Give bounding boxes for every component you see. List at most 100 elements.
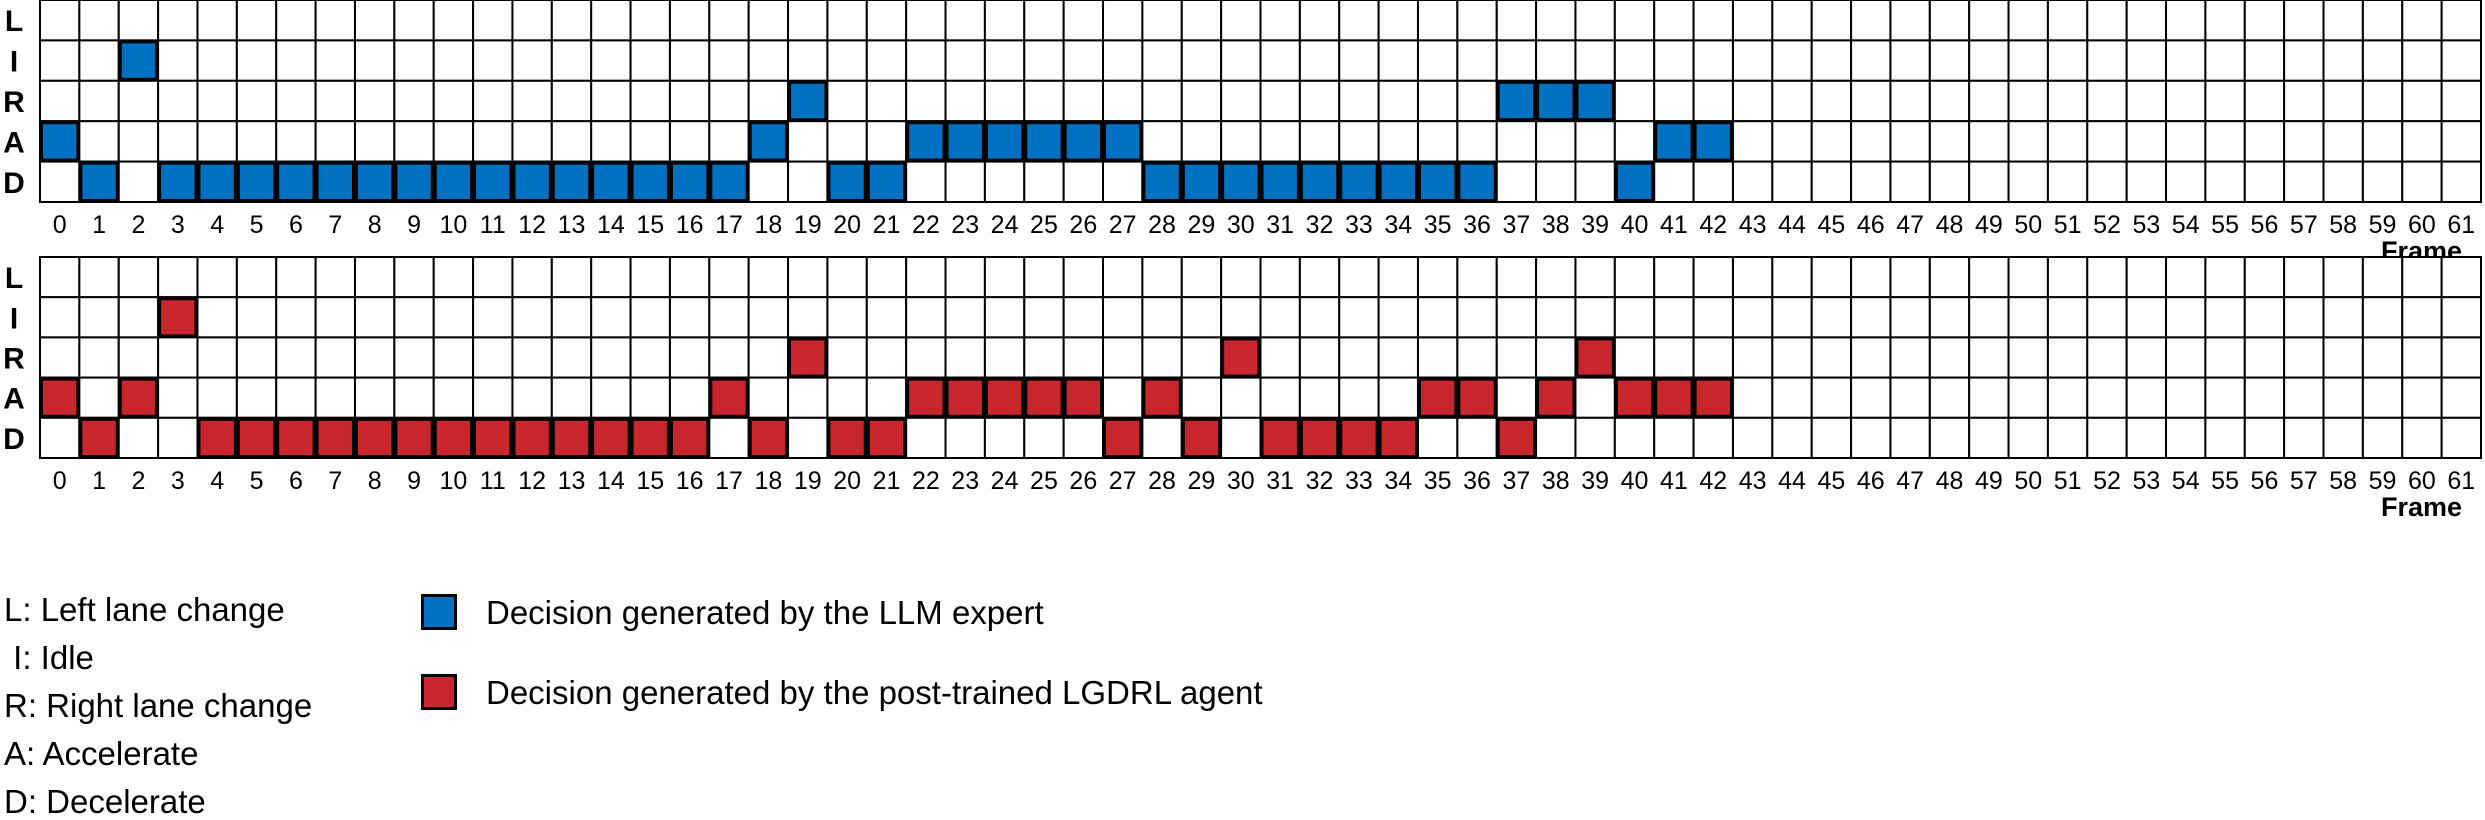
x-tick-label: 37 [1503, 467, 1531, 495]
x-tick-label: 28 [1148, 211, 1176, 239]
grid-cell [2125, 160, 2168, 204]
grid-cell [1928, 0, 1971, 42]
grid-cell [2007, 416, 2049, 459]
decision-mark-frame-10 [433, 161, 474, 203]
grid-cell [944, 0, 986, 42]
grid-cell [1298, 336, 1341, 379]
x-tick-label: 12 [518, 467, 546, 495]
x-tick-label: 12 [518, 211, 546, 239]
x-tick-label: 41 [1660, 211, 1688, 239]
grid-cell [2046, 376, 2089, 419]
grid-cell [2204, 416, 2246, 459]
grid-cell [432, 79, 475, 123]
grid-cell [1416, 256, 1459, 299]
grid-cell [353, 0, 396, 42]
grid-cell [1259, 256, 1301, 299]
grid-cell [905, 256, 947, 299]
x-tick-label: 31 [1266, 211, 1294, 239]
grid-cell [2440, 336, 2483, 379]
grid-cell [1416, 0, 1459, 42]
grid-cell [1653, 256, 1695, 299]
grid-cell [2361, 79, 2404, 123]
grid-cell [2165, 336, 2207, 379]
grid-cell [1141, 296, 1183, 339]
grid-cell [1850, 376, 1892, 419]
grid-cell [1495, 39, 1538, 82]
x-tick-label: 28 [1148, 467, 1176, 495]
x-tick-label: 25 [1030, 467, 1058, 495]
grid-cell [1102, 296, 1144, 339]
grid-cell [393, 39, 435, 82]
grid-cell [393, 120, 435, 163]
decision-mark-frame-2 [118, 377, 159, 418]
decision-mark-frame-38 [1536, 377, 1576, 418]
grid-cell [1850, 120, 1892, 163]
grid-cell [1062, 256, 1105, 299]
grid-cell [275, 79, 317, 123]
row-label-L: L [5, 5, 23, 38]
grid-cell [432, 376, 475, 419]
grid-cell [629, 0, 671, 42]
grid-cell [1771, 120, 1813, 163]
x-tick-label: 35 [1424, 467, 1452, 495]
grid-cell [2401, 376, 2443, 419]
grid-cell [235, 296, 278, 339]
grid-cell [865, 256, 908, 299]
grid-cell [78, 0, 120, 42]
x-tick-label: 51 [2054, 211, 2082, 239]
grid-cell [1023, 0, 1065, 42]
grid-cell [2046, 39, 2089, 82]
grid-cell [747, 336, 790, 379]
grid-cell [2007, 376, 2049, 419]
decision-mark-frame-11 [473, 417, 513, 458]
grid-cell [1102, 256, 1144, 299]
grid-cell [472, 376, 514, 419]
grid-cell [2283, 256, 2325, 299]
grid-cell [2243, 39, 2286, 82]
grid-cell [2007, 336, 2049, 379]
grid-cell [1377, 79, 1419, 123]
grid-cell [157, 416, 199, 459]
grid-cell [1023, 336, 1065, 379]
grid-cell [905, 336, 947, 379]
grid-cell [157, 120, 199, 163]
decision-mark-frame-7 [315, 161, 355, 203]
grid-cell [1692, 160, 1734, 204]
grid-cell [1535, 336, 1577, 379]
grid-cell [196, 39, 238, 82]
grid-cell [393, 256, 435, 299]
grid-cell [2243, 160, 2286, 204]
x-tick-labels: 0 1 2 3 4 5 6 7 8 9 10 11 12 13 14 15 16 17 18 19 20 21 22 23 24… [53, 467, 2475, 495]
grid-cell [2046, 120, 2089, 163]
grid-cell [2401, 256, 2443, 299]
grid-cell [1889, 0, 1931, 42]
row-label-A: A [3, 383, 25, 416]
x-tick-label: 50 [2014, 211, 2042, 239]
grid-cell [2086, 336, 2128, 379]
grid-cell [157, 39, 199, 82]
grid-cell [1338, 0, 1380, 42]
grid-cell [235, 39, 278, 82]
grid-cell [2046, 296, 2089, 339]
x-tick-label: 46 [1857, 211, 1885, 239]
grid-cell [1653, 336, 1695, 379]
grid-cell [157, 79, 199, 123]
decision-mark-frame-27 [1103, 121, 1143, 162]
x-tick-label: 36 [1463, 211, 1491, 239]
grid-cell [2243, 416, 2286, 459]
grid-cell [2007, 296, 2049, 339]
decision-mark-frame-17 [709, 377, 749, 418]
grid-cell [747, 39, 790, 82]
grid-cell [1220, 39, 1262, 82]
grid-cell [2361, 256, 2404, 299]
grid-cell [511, 0, 553, 42]
grid-cell [1771, 336, 1813, 379]
x-tick-label: 18 [754, 211, 782, 239]
grid-cell [235, 376, 278, 419]
grid-cell [1023, 256, 1065, 299]
grid-cell [2007, 256, 2049, 299]
grid-cell [1574, 416, 1616, 459]
x-tick-label: 27 [1109, 467, 1137, 495]
x-tick-label: 5 [250, 211, 264, 239]
decision-mark-frame-6 [276, 417, 316, 458]
